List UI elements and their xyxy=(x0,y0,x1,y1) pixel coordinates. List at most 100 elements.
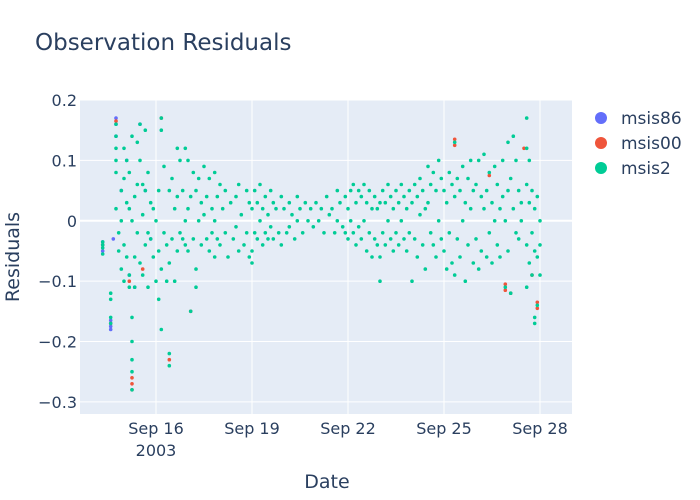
data-point xyxy=(140,273,145,277)
data-point xyxy=(172,206,177,211)
data-point xyxy=(212,255,217,259)
data-point xyxy=(292,237,297,241)
data-point xyxy=(439,176,444,181)
data-point xyxy=(127,285,132,290)
data-point xyxy=(503,219,508,223)
data-point xyxy=(202,212,206,217)
data-point xyxy=(194,285,198,290)
data-point xyxy=(258,219,262,223)
data-point xyxy=(447,231,452,235)
data-point xyxy=(410,200,414,205)
y-tick-label: −0.3 xyxy=(38,393,77,412)
data-point xyxy=(140,267,145,271)
data-point xyxy=(215,194,220,199)
data-point xyxy=(175,194,180,199)
data-point xyxy=(148,200,153,205)
data-point xyxy=(378,255,382,259)
data-point xyxy=(122,243,126,247)
data-point xyxy=(130,357,134,362)
data-point xyxy=(258,182,262,187)
data-point xyxy=(479,249,484,253)
data-point xyxy=(266,212,270,217)
data-point xyxy=(452,273,457,277)
data-point xyxy=(436,158,441,163)
data-point xyxy=(100,243,105,247)
data-point xyxy=(170,176,174,181)
data-point xyxy=(378,200,382,205)
data-point xyxy=(524,243,529,247)
data-point xyxy=(426,200,430,205)
data-point xyxy=(351,182,356,187)
data-point xyxy=(508,291,513,296)
data-point xyxy=(452,143,457,148)
data-point xyxy=(519,200,524,205)
data-point xyxy=(535,303,540,308)
data-point xyxy=(234,194,238,199)
data-point xyxy=(522,146,526,151)
data-point xyxy=(100,246,105,250)
data-point xyxy=(538,243,542,247)
data-point xyxy=(186,206,190,211)
data-point xyxy=(391,249,396,253)
data-point xyxy=(514,231,518,235)
data-point xyxy=(348,219,353,223)
data-point xyxy=(207,249,212,253)
data-point xyxy=(458,255,462,259)
data-point xyxy=(108,324,113,329)
data-point xyxy=(375,243,380,247)
data-point xyxy=(319,206,324,211)
data-point xyxy=(252,188,257,193)
data-point xyxy=(466,176,470,181)
data-point xyxy=(535,306,540,311)
data-point xyxy=(138,158,142,163)
legend-item-msis2[interactable]: msis2 xyxy=(595,159,671,179)
data-point xyxy=(327,212,332,217)
data-point xyxy=(183,219,188,223)
data-point xyxy=(380,188,385,193)
data-point xyxy=(111,237,116,241)
data-point xyxy=(474,237,478,241)
data-point xyxy=(215,237,220,241)
data-point xyxy=(383,200,388,205)
data-point xyxy=(527,200,532,205)
data-point xyxy=(426,164,430,169)
data-point xyxy=(364,249,369,253)
data-point xyxy=(178,158,182,163)
data-point xyxy=(196,219,201,223)
data-point xyxy=(410,279,414,284)
data-point xyxy=(180,237,185,241)
data-point xyxy=(375,206,380,211)
plot-area[interactable] xyxy=(80,100,572,414)
data-point xyxy=(279,194,284,199)
x-axis-title: Date xyxy=(304,471,349,493)
data-point xyxy=(516,188,521,193)
data-point xyxy=(130,315,134,320)
data-point xyxy=(524,116,529,120)
data-point xyxy=(295,219,300,223)
data-point xyxy=(428,182,433,187)
legend-item-msis86[interactable]: msis86 xyxy=(595,109,682,129)
data-point xyxy=(423,267,428,271)
data-point xyxy=(124,158,129,163)
data-point xyxy=(476,267,481,271)
data-point xyxy=(524,285,529,290)
data-point xyxy=(423,206,428,211)
data-point xyxy=(130,134,134,138)
data-point xyxy=(124,200,129,205)
data-point xyxy=(484,255,489,259)
data-point xyxy=(450,182,454,187)
data-point xyxy=(306,219,310,223)
data-point xyxy=(383,243,388,247)
data-point xyxy=(447,170,452,175)
data-point xyxy=(151,206,156,211)
data-point xyxy=(260,206,265,211)
data-point xyxy=(114,158,118,163)
data-point xyxy=(250,249,254,253)
grid-lines xyxy=(80,99,572,414)
data-point xyxy=(124,255,129,259)
legend-item-msis00[interactable]: msis00 xyxy=(595,134,682,154)
data-point xyxy=(284,231,289,235)
data-point xyxy=(532,321,537,326)
data-point xyxy=(535,255,540,259)
